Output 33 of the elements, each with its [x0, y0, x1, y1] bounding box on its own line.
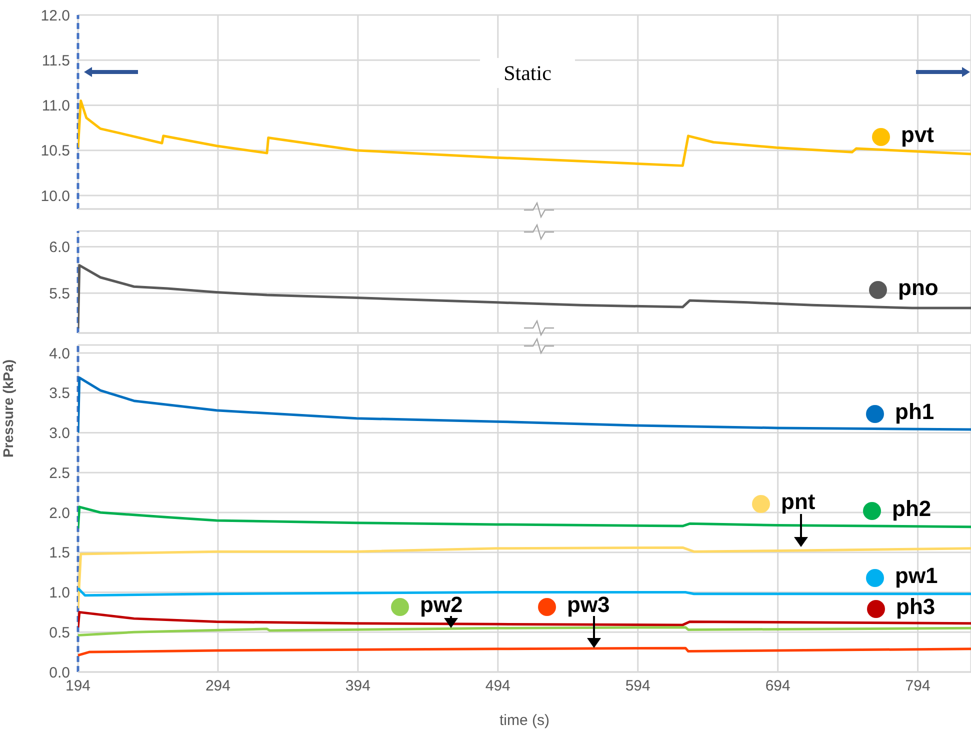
y-tick-label: 0.5 — [49, 624, 70, 642]
legend-label: pno — [898, 275, 938, 301]
legend-label: pnt — [781, 489, 816, 515]
y-tick-label: 3.0 — [49, 425, 70, 442]
y-tick-label: 5.5 — [49, 285, 70, 302]
x-tick-label: 594 — [625, 678, 650, 695]
x-tick-label: 694 — [765, 678, 790, 695]
x-tick-label: 394 — [345, 678, 370, 695]
x-axis-title: time (s) — [500, 712, 550, 729]
legend-label: pw2 — [420, 592, 463, 618]
x-tick-label: 794 — [905, 678, 930, 695]
y-tick-label: 1.5 — [49, 544, 70, 562]
annotation: Static — [480, 58, 575, 88]
y-tick-label: 1.0 — [49, 584, 70, 602]
x-tick-label: 294 — [205, 678, 230, 695]
y-tick-label: 2.5 — [49, 464, 70, 482]
y-axis-title: Pressure (kPa) — [0, 359, 16, 458]
y-tick-label: 10.0 — [40, 188, 70, 205]
y-tick-label: 4.0 — [49, 345, 70, 362]
y-tick-label: 10.5 — [40, 142, 70, 160]
legend-label: pvt — [901, 122, 934, 148]
legend-label: pw1 — [895, 563, 938, 589]
y-tick-label: 6.0 — [49, 239, 70, 256]
legend-label: pw3 — [567, 592, 610, 618]
y-tick-label: 11.5 — [42, 52, 70, 70]
legend-label: ph1 — [895, 399, 934, 425]
legend-label: ph3 — [896, 594, 936, 620]
x-tick-label: 494 — [485, 678, 510, 695]
y-tick-label: 12.0 — [40, 7, 70, 24]
y-tick-label: 2.0 — [49, 504, 70, 522]
legend-label: ph2 — [892, 496, 932, 522]
y-tick-label: 11.0 — [42, 98, 70, 115]
y-tick-label: 3.5 — [49, 385, 70, 402]
